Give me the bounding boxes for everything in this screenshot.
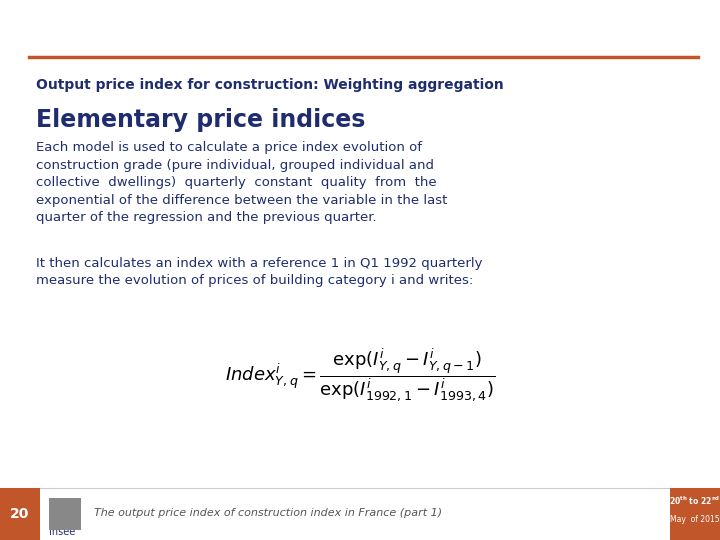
Text: May  of 2015: May of 2015: [670, 515, 719, 524]
Text: Elementary price indices: Elementary price indices: [36, 108, 365, 132]
Bar: [49, 498, 81, 530]
Text: Output price index for construction: Weighting aggregation: Output price index for construction: Wei…: [36, 78, 504, 92]
Text: Each model is used to calculate a price index evolution of
construction grade (p: Each model is used to calculate a price …: [36, 141, 447, 225]
Text: $\mathit{Index}^{i}_{Y,q} = \dfrac{\exp(I^{i}_{Y,q} - I^{i}_{Y,q-1})}{\exp(I^{i}: $\mathit{Index}^{i}_{Y,q} = \dfrac{\exp(…: [225, 347, 495, 404]
Text: 20$^\mathregular{th}$ to 22$^\mathregular{nd}$: 20$^\mathregular{th}$ to 22$^\mathregula…: [669, 495, 720, 507]
Text: The output price index of construction index in France (part 1): The output price index of construction i…: [94, 508, 442, 518]
Text: It then calculates an index with a reference 1 in Q1 1992 quarterly
measure the : It then calculates an index with a refer…: [36, 256, 482, 287]
Text: Insee: Insee: [49, 527, 75, 537]
Bar: [0, 488, 40, 540]
Bar: [670, 488, 720, 540]
Text: 20: 20: [10, 507, 30, 521]
